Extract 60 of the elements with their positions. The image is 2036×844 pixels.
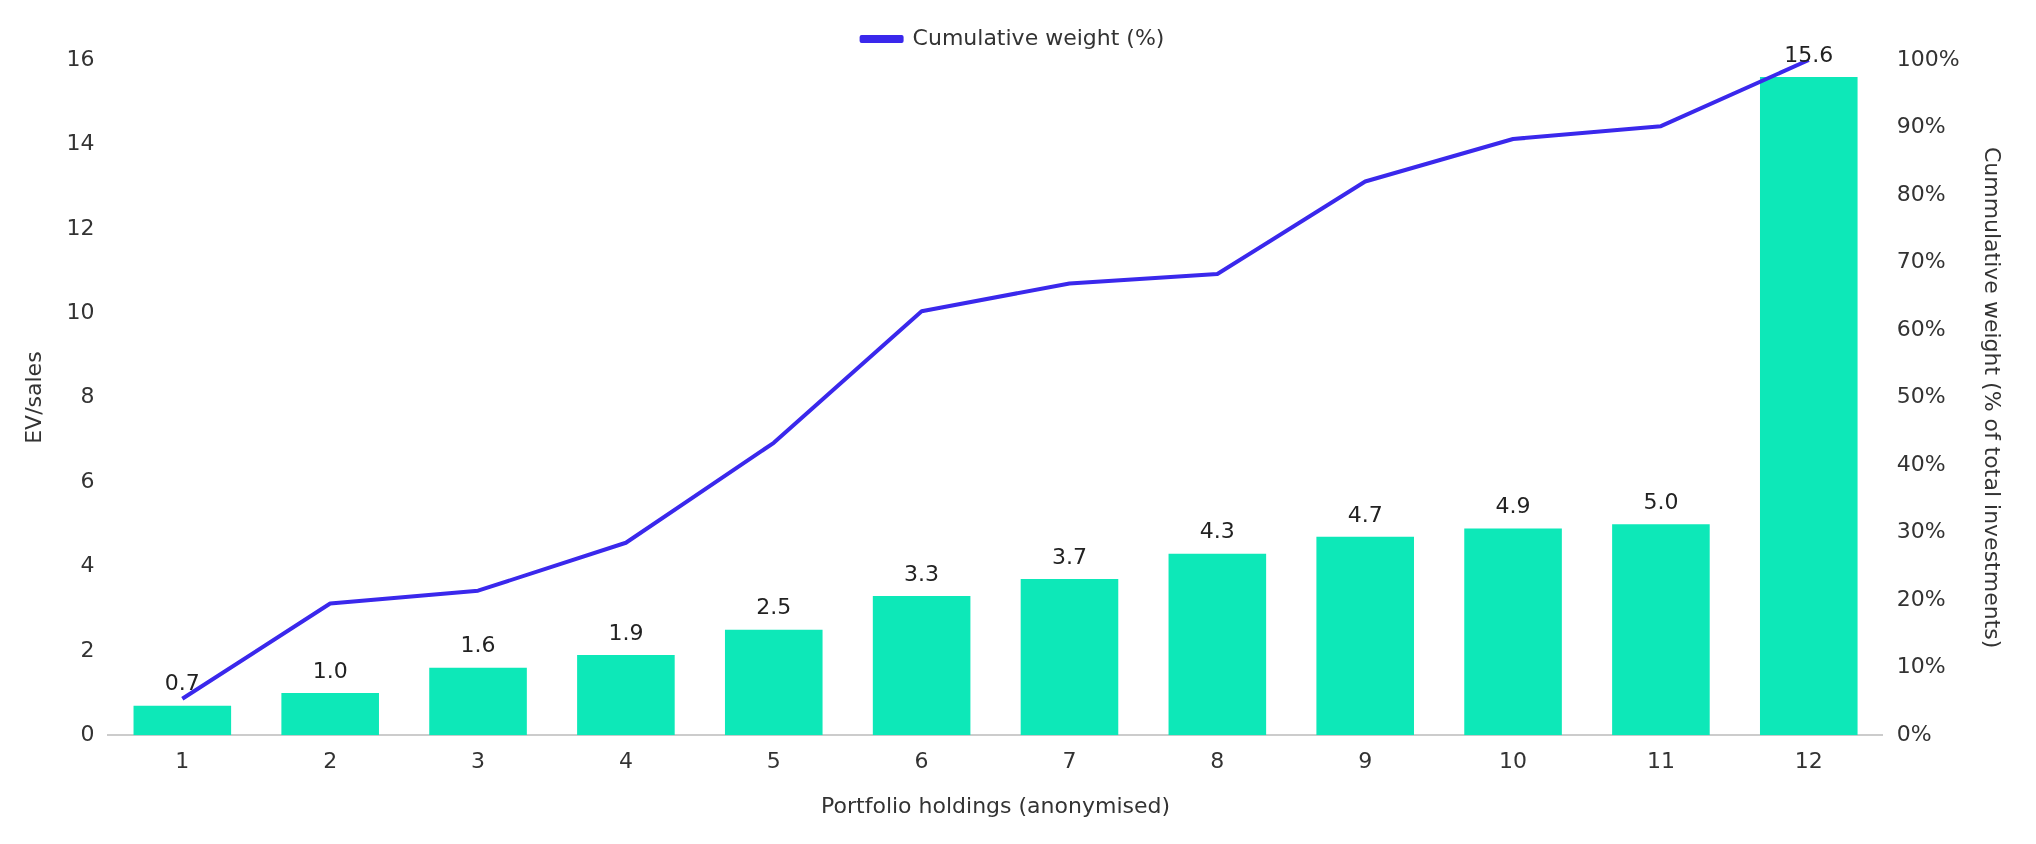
data-label: 15.6 [1784, 41, 1834, 67]
bar [872, 595, 971, 736]
data-label: 3.3 [904, 560, 940, 586]
y2-tick-label: 40% [1896, 450, 1946, 476]
bar [1759, 76, 1858, 736]
x-tick-label: 7 [1062, 748, 1077, 774]
data-label: 2.5 [756, 594, 792, 620]
bar [1612, 524, 1710, 736]
y2-tick-label: 10% [1896, 653, 1946, 679]
y-tick-label: 0 [80, 720, 95, 746]
data-label: 1.9 [608, 619, 644, 645]
data-label: 5.0 [1643, 488, 1679, 514]
data-label: 1.6 [460, 632, 496, 658]
y-tick-label: 2 [80, 636, 95, 662]
bar [1020, 579, 1119, 736]
bar [281, 693, 379, 736]
x-tick-label: 5 [766, 748, 781, 774]
y-tick-label: 16 [66, 45, 95, 71]
y2-tick-label: 20% [1896, 585, 1946, 611]
x-axis-title: Portfolio holdings (anonymised) [821, 792, 1171, 818]
bar [1168, 553, 1267, 736]
x-tick-label: 9 [1358, 748, 1373, 774]
y2-tick-label: 90% [1896, 113, 1946, 139]
bar [1316, 536, 1414, 736]
data-label: 0.7 [164, 670, 200, 696]
bar [1464, 528, 1562, 736]
y2-tick-label: 70% [1896, 248, 1946, 274]
data-label: 4.9 [1495, 493, 1531, 519]
x-tick-label: 10 [1499, 748, 1528, 774]
x-tick-label: 6 [914, 748, 929, 774]
data-label: 1.0 [312, 657, 348, 683]
y2-tick-label: 60% [1896, 315, 1946, 341]
x-tick-label: 4 [618, 748, 633, 774]
x-tick-label: 2 [323, 748, 338, 774]
legend-label: Cumulative weight (%) [912, 24, 1165, 50]
bar [429, 667, 527, 736]
y2-tick-label: 30% [1896, 518, 1946, 544]
y-tick-label: 12 [66, 214, 95, 240]
y-tick-label: 14 [66, 130, 95, 156]
bar [724, 629, 823, 736]
y2-axis-title: Cummulative weight (% of total investments) [1980, 146, 2006, 649]
x-tick-label: 12 [1794, 748, 1823, 774]
data-label: 4.7 [1347, 501, 1383, 527]
y-tick-label: 6 [80, 467, 95, 493]
y-tick-label: 4 [80, 552, 95, 578]
y2-tick-label: 100% [1896, 45, 1960, 71]
y2-tick-label: 50% [1896, 383, 1946, 409]
data-label: 4.3 [1199, 518, 1235, 544]
x-tick-label: 1 [175, 748, 190, 774]
y-tick-label: 8 [80, 383, 95, 409]
x-tick-label: 8 [1210, 748, 1225, 774]
bar [133, 705, 232, 736]
x-tick-label: 3 [471, 748, 486, 774]
y-tick-label: 10 [66, 298, 95, 324]
y2-tick-label: 80% [1896, 180, 1946, 206]
bar [577, 655, 675, 736]
data-label: 3.7 [1051, 543, 1087, 569]
y-axis-title: EV/sales [20, 351, 46, 444]
x-tick-label: 11 [1646, 748, 1675, 774]
y2-tick-label: 0% [1896, 720, 1932, 746]
